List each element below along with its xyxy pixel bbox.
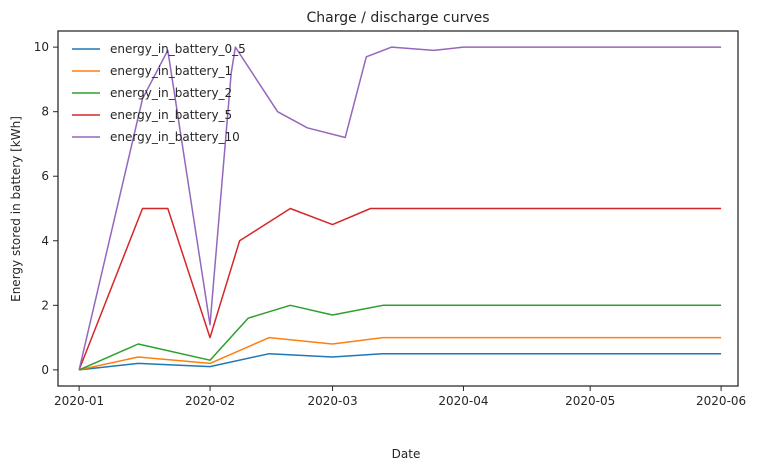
y-tick-label: 8: [41, 105, 49, 119]
y-tick-label: 2: [41, 298, 49, 312]
series-line-0: [79, 352, 722, 371]
x-axis: 2020-01 2020-02 2020-03 2020-04 2020-05 2020-…: [54, 386, 746, 408]
x-tick-label: 2020-03: [307, 394, 357, 408]
y-axis: 0 2 4 6 8 10: [34, 40, 58, 377]
legend-entry: energy_in_battery_10: [110, 130, 240, 144]
y-tick-label: 0: [41, 363, 49, 377]
legend-entry: energy_in_battery_0_5: [110, 42, 246, 56]
legend-entry: energy_in_battery_2: [110, 86, 232, 100]
x-tick-label: 2020-01: [54, 394, 104, 408]
chart-title: Charge / discharge curves: [306, 10, 489, 26]
x-axis-title: Date: [392, 447, 421, 461]
y-axis-title: Energy stored in battery [kWh]: [9, 116, 23, 302]
x-tick-label: 2020-04: [438, 394, 488, 408]
y-tick-label: 4: [41, 234, 49, 248]
plot-frame: [57, 30, 739, 387]
legend-entry: energy_in_battery_1: [110, 64, 232, 78]
series-line-2: [78, 304, 722, 371]
series-line-3: [78, 207, 722, 371]
legend-entry: energy_in_battery_5: [110, 108, 232, 122]
series-line-1: [78, 336, 722, 371]
series-line-4: [78, 46, 722, 371]
y-tick-label: 10: [34, 40, 49, 54]
series-layer: [78, 46, 722, 371]
x-tick-label: 2020-02: [185, 394, 235, 408]
legend: energy_in_battery_0_5 energy_in_battery_1…: [72, 42, 246, 144]
y-tick-label: 6: [41, 169, 49, 183]
x-tick-label: 2020-05: [565, 394, 615, 408]
x-tick-label: 2020-06: [696, 394, 746, 408]
